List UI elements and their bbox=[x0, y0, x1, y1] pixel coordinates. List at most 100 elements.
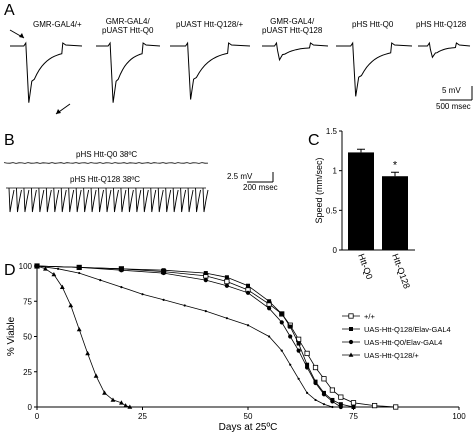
panel-d-point bbox=[119, 400, 124, 405]
panel-d-point bbox=[321, 376, 327, 382]
panel-b-scale-t-label: 200 msec bbox=[243, 183, 278, 192]
panel-b-spike bbox=[83, 187, 90, 213]
arrow-on-transient-head bbox=[19, 33, 24, 38]
arrow-off-transient-head bbox=[56, 109, 61, 114]
panel-d-point bbox=[203, 271, 208, 276]
panel-b-spike bbox=[90, 187, 97, 213]
panel-d-point bbox=[304, 350, 310, 357]
panel-d-point bbox=[123, 403, 129, 408]
trace-label-5-line1: pHS Htt-Q0 bbox=[352, 20, 394, 29]
panel-d-ytick-label: 75 bbox=[23, 297, 32, 306]
panel-d-point bbox=[102, 390, 107, 395]
trace-label-2: GMR-GAL4/ pUAST Htt-Q0 bbox=[102, 17, 153, 35]
panel-b-spike bbox=[23, 187, 30, 213]
panel-d-point bbox=[322, 403, 326, 406]
panel-b-spike bbox=[8, 187, 15, 213]
trace-label-3-line1: pUAST Htt-Q128/+ bbox=[176, 20, 244, 29]
panel-d-point bbox=[393, 404, 399, 410]
panel-d-ytick-label: 50 bbox=[23, 333, 32, 342]
panel-c-ytick-label: 1 bbox=[333, 167, 338, 176]
panel-b-spike bbox=[60, 187, 67, 213]
panel-d-point bbox=[43, 266, 48, 271]
panel-d-point bbox=[312, 364, 319, 371]
panel-d-legend-marker bbox=[348, 352, 354, 357]
panel-d-xtick-label: 0 bbox=[35, 412, 40, 421]
panel-b-spike bbox=[38, 187, 45, 213]
panel-d-point bbox=[338, 394, 344, 400]
panel-d-point bbox=[279, 311, 284, 316]
panel-d-point bbox=[204, 310, 207, 313]
panel-d-point bbox=[314, 398, 317, 402]
panel-d-point bbox=[246, 283, 250, 288]
panel-d-series-line-1 bbox=[36, 265, 396, 408]
panel-d-point bbox=[268, 335, 271, 338]
panel-c-ytick-label: 0 bbox=[333, 246, 338, 255]
panel-b-trace1-label: pHS Htt-Q0 38ºC bbox=[76, 150, 137, 159]
panel-d-point bbox=[35, 264, 39, 268]
erg-trace-3 bbox=[170, 41, 251, 100]
panel-d-xtick-label: 50 bbox=[244, 412, 253, 421]
trace-label-6: pHS Htt-Q128 bbox=[416, 20, 466, 29]
erg-trace-1 bbox=[10, 41, 83, 103]
panel-d-point bbox=[331, 405, 334, 409]
panel-c-bar bbox=[382, 176, 408, 250]
trace-label-4-line1: GMR-GAL4/ bbox=[270, 17, 315, 26]
panel-d-legend-marker bbox=[348, 339, 354, 345]
panel-d-ylabel: % Viable bbox=[6, 316, 17, 356]
panel-d-point bbox=[110, 397, 116, 402]
panel-b-scale-v-label: 2.5 mV bbox=[227, 172, 253, 181]
panel-d-point bbox=[304, 365, 310, 370]
panel-b-spike bbox=[202, 187, 209, 213]
panel-d-point bbox=[289, 363, 292, 366]
panel-b-spike bbox=[187, 187, 194, 213]
panel-b-spike bbox=[68, 187, 75, 213]
erg-trace-2 bbox=[96, 41, 161, 103]
panel-label-b: B bbox=[4, 132, 15, 149]
panel-d-point bbox=[246, 324, 250, 327]
panel-b-spike bbox=[142, 187, 149, 213]
panel-d-point bbox=[120, 286, 123, 289]
panel-d-point bbox=[127, 404, 133, 409]
panel-b-spike bbox=[113, 187, 119, 213]
panel-d-point bbox=[77, 265, 82, 270]
panel-b-trace1 bbox=[3, 162, 209, 164]
panel-d-ytick-label: 0 bbox=[28, 403, 33, 412]
panel-d-point bbox=[225, 317, 228, 320]
panel-label-d: D bbox=[4, 262, 16, 279]
panel-a-scale-v-label: 5 mV bbox=[442, 86, 461, 95]
trace-label-4-line2: pUAST Htt-Q128 bbox=[262, 26, 323, 35]
panel-d-point bbox=[85, 350, 91, 356]
panel-d-point bbox=[296, 341, 301, 346]
panel-d-ytick-label: 100 bbox=[19, 262, 33, 271]
panel-label-a: A bbox=[4, 2, 15, 19]
panel-b-spike bbox=[75, 187, 82, 213]
panel-d-point bbox=[313, 380, 318, 386]
panel-a-scale-t-label: 500 msec bbox=[436, 102, 471, 111]
panel-c-ytick-label: 0.5 bbox=[326, 206, 338, 215]
panel-d-series-line-3 bbox=[36, 265, 342, 408]
panel-d-point bbox=[93, 373, 99, 378]
trace-label-1-line1: GMR-GAL4/+ bbox=[33, 20, 82, 29]
panel-d-point bbox=[279, 320, 284, 325]
panel-d-point bbox=[51, 271, 57, 277]
panel-c-category-label: Htt-Q128 bbox=[390, 252, 412, 290]
panel-d-xlabel: Days at 25ºC bbox=[219, 422, 278, 433]
panel-d-point bbox=[59, 284, 65, 289]
panel-d-point bbox=[297, 377, 300, 380]
erg-trace-5 bbox=[336, 41, 413, 97]
panel-b-spike bbox=[195, 187, 201, 213]
panel-b-spike bbox=[98, 187, 104, 213]
erg-trace-4 bbox=[262, 41, 329, 62]
panel-c-ytick-label: 1.5 bbox=[326, 127, 338, 136]
erg-trace-6 bbox=[418, 41, 471, 59]
panel-b-spike bbox=[165, 187, 172, 213]
panel-b-spike bbox=[53, 187, 60, 213]
panel-d-point bbox=[224, 275, 229, 280]
panel-d-series-line-2 bbox=[36, 265, 354, 408]
panel-d-point bbox=[161, 268, 166, 273]
trace-label-2-line1: GMR-GAL4/ bbox=[105, 17, 150, 26]
panel-label-c: C bbox=[308, 132, 320, 149]
panel-d-point bbox=[183, 304, 186, 307]
panel-c-bar bbox=[348, 152, 374, 250]
panel-d-ytick-label: 25 bbox=[23, 368, 32, 377]
